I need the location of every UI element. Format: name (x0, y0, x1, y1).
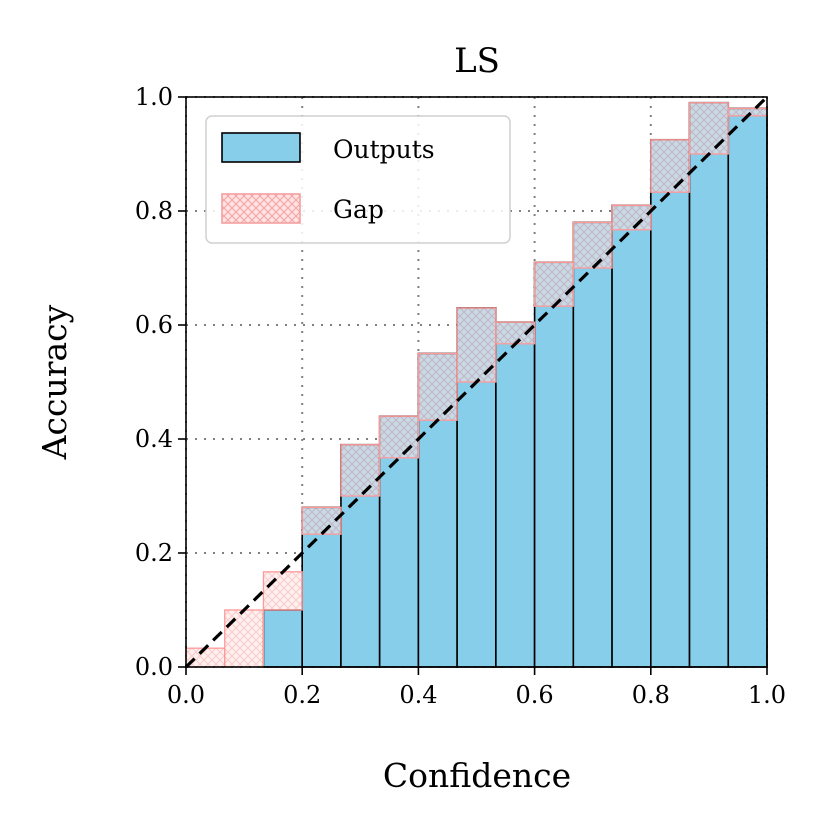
gap-bar (262, 571, 303, 611)
plot-frame (185, 96, 768, 668)
chart-title: LS (454, 41, 500, 81)
output-bar (533, 261, 575, 668)
y-ticks: 0.0 0.2 0.4 0.6 0.8 1.0 (135, 83, 186, 681)
gap-bar (611, 204, 652, 231)
output-bar (649, 138, 691, 668)
y-tick-label: 1.0 (135, 83, 173, 111)
legend-outputs-label: Outputs (333, 135, 435, 164)
gap-bars (185, 102, 768, 668)
gap-bar (301, 506, 342, 535)
gap-bar (533, 261, 574, 307)
output-bar (262, 609, 304, 668)
gap-bar (495, 321, 536, 345)
x-tick-label: 0.0 (167, 681, 205, 709)
x-ticks: 0.0 0.2 0.4 0.6 0.8 1.0 (167, 667, 786, 709)
x-tick-label: 0.8 (632, 681, 670, 709)
gap-bar (572, 221, 613, 269)
gap-bar (224, 609, 265, 668)
legend-outputs-swatch (221, 132, 301, 163)
y-tick-label: 0.4 (135, 425, 173, 453)
gap-bar (417, 352, 458, 421)
legend: Outputs Gap (205, 115, 511, 244)
y-tick-label: 0.2 (135, 539, 173, 567)
x-tick-label: 0.2 (283, 681, 321, 709)
y-tick-label: 0.8 (135, 197, 173, 225)
output-bar (688, 101, 730, 668)
output-bar (495, 321, 536, 668)
gap-bar (340, 444, 381, 497)
y-tick-label: 0.6 (135, 311, 173, 339)
perfect-calibration-line (184, 95, 769, 669)
x-tick-label: 1.0 (748, 681, 786, 709)
reference-line (184, 95, 769, 669)
output-bar (611, 204, 652, 668)
output-bar (572, 221, 613, 668)
legend-gap-label: Gap (333, 195, 384, 224)
gap-bar (185, 647, 226, 668)
x-tick-label: 0.4 (399, 681, 437, 709)
output-bar (727, 107, 768, 668)
y-tick-label: 0.0 (135, 653, 173, 681)
gap-bar (650, 139, 691, 193)
legend-gap-swatch (221, 193, 301, 224)
x-axis-label: Confidence (383, 756, 571, 795)
y-axis-label: Accuracy (35, 304, 74, 460)
x-tick-label: 0.6 (516, 681, 554, 709)
gap-bar (379, 415, 420, 459)
gap-bar (688, 102, 729, 155)
